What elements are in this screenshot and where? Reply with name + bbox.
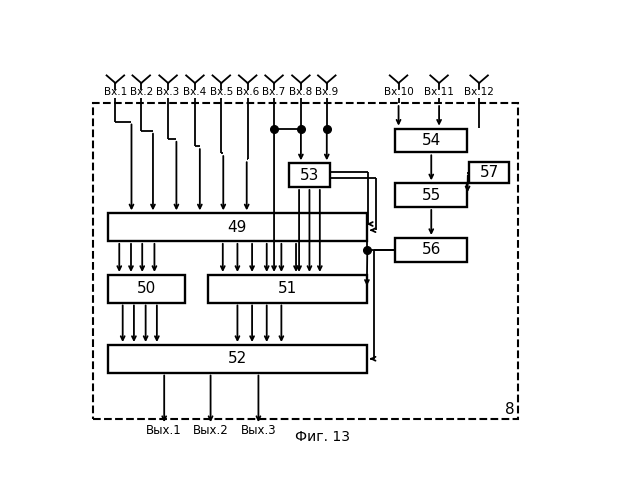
Text: Вх.11: Вх.11 xyxy=(424,86,454,97)
Text: Вх.4: Вх.4 xyxy=(183,86,207,97)
Text: Вых.3: Вых.3 xyxy=(241,424,276,437)
Bar xyxy=(93,103,518,419)
Text: Вх.6: Вх.6 xyxy=(236,86,260,97)
Text: 55: 55 xyxy=(421,188,441,202)
Text: 53: 53 xyxy=(300,168,319,182)
Text: 57: 57 xyxy=(479,165,499,180)
Text: 56: 56 xyxy=(421,242,441,258)
Text: Вх.3: Вх.3 xyxy=(156,86,180,97)
Text: Фиг. 13: Фиг. 13 xyxy=(295,430,350,444)
Text: Вх.9: Вх.9 xyxy=(315,86,338,97)
Text: 52: 52 xyxy=(228,352,247,366)
Text: Вх.10: Вх.10 xyxy=(384,86,413,97)
Bar xyxy=(395,238,467,262)
Bar xyxy=(108,275,185,302)
Bar xyxy=(289,163,330,187)
Text: 49: 49 xyxy=(227,220,247,234)
Text: 8: 8 xyxy=(505,402,514,416)
Text: 50: 50 xyxy=(137,281,156,296)
Text: Вх.12: Вх.12 xyxy=(464,86,494,97)
Text: Вх.7: Вх.7 xyxy=(263,86,285,97)
Text: Вых.1: Вых.1 xyxy=(146,424,182,437)
Text: Вх.1: Вх.1 xyxy=(104,86,127,97)
Bar xyxy=(395,183,467,207)
Bar xyxy=(469,162,510,183)
Text: Вх.8: Вх.8 xyxy=(289,86,312,97)
Text: 54: 54 xyxy=(421,133,441,148)
Text: 51: 51 xyxy=(278,281,297,296)
Bar xyxy=(395,128,467,152)
Text: Вх.2: Вх.2 xyxy=(130,86,153,97)
Text: Вх.5: Вх.5 xyxy=(210,86,233,97)
Text: Вых.2: Вых.2 xyxy=(193,424,229,437)
Bar xyxy=(108,345,367,372)
Bar xyxy=(108,213,367,241)
Bar xyxy=(208,275,367,302)
